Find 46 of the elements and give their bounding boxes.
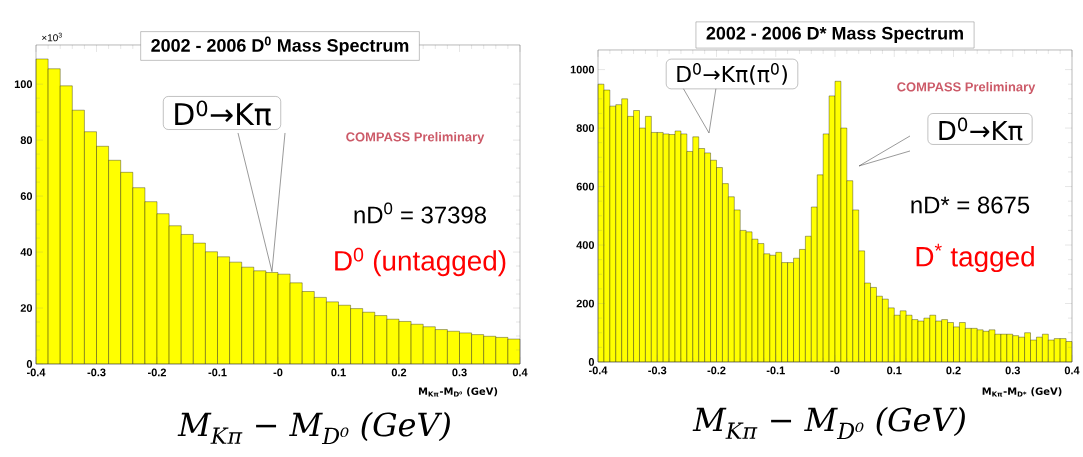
x-tick-label: 0.1 <box>331 368 346 377</box>
y-tick-label: 20 <box>20 304 33 312</box>
x-tick-label: 0.3 <box>1005 366 1020 375</box>
y-tick-label: 600 <box>576 182 595 191</box>
y-tick-label: 1000 <box>570 65 595 74</box>
y-tick-label: 60 <box>20 192 33 200</box>
chart-title: 2002 - 2006 D$^{0}$ Mass Spectrum <box>151 36 409 56</box>
annotation: D$^{*}$ tagged <box>916 243 1034 273</box>
x-tick-label: -0.3 <box>648 366 667 375</box>
x-tick-label: 0.3 <box>452 368 467 377</box>
text: M$_{Kπ}$ − M$_{D⁰}$ (GeV) <box>177 411 450 445</box>
annotation: nD$^{0}$ = 37398 <box>354 202 486 224</box>
x-tick-label: -0.4 <box>588 366 608 375</box>
annotation: D$^{0}$ (untagged) <box>335 247 506 277</box>
annotation: nD* = 8675 <box>911 196 1030 214</box>
x-tick-label: -0.3 <box>87 368 106 377</box>
y-tick-label: 0 <box>26 360 33 368</box>
y-tick-label: 200 <box>576 299 595 308</box>
y-tick-label: 0 <box>588 358 595 366</box>
y-tick-label: 400 <box>576 241 595 249</box>
x-tick-label: -0 <box>273 368 283 377</box>
x-tick-label: 0.4 <box>512 368 528 377</box>
y-tick-label: 800 <box>576 124 595 132</box>
y-tick-label: 40 <box>20 248 33 256</box>
chart-title: 2002 - 2006 D* Mass Spectrum <box>706 26 963 44</box>
x-tick-label: 0.2 <box>946 366 961 375</box>
text: ×10$^{3}$ <box>42 32 62 42</box>
x-tick-label: 0.1 <box>887 366 902 375</box>
annotation: COMPASS Preliminary <box>346 131 485 145</box>
x-tick-label: -0.1 <box>766 366 785 375</box>
annotation: D$^{0}$→Kπ <box>939 117 1023 141</box>
annotation: D$^{0}$→Kπ(π$^{0}$) <box>677 63 787 85</box>
x-tick-label: -0.2 <box>147 368 167 377</box>
y-tick-label: 100 <box>14 80 33 89</box>
text: M$_{Kπ}$ − M$_{D⁰}$ (GeV) <box>692 406 965 440</box>
annotation: D$^{0}$→Kπ <box>175 100 271 126</box>
x-tick-label: -0.2 <box>707 366 726 375</box>
x-tick-label: 0.4 <box>1064 366 1080 375</box>
x-axis-title: M$_{Kπ}$-M$_{D⁰}$ (GeV) <box>418 387 498 397</box>
x-axis-title: M$_{Kπ}$-M$_{D*}$ (GeV) <box>982 387 1062 397</box>
x-tick-label: 0.2 <box>391 368 407 377</box>
annotation: COMPASS Preliminary <box>897 81 1036 95</box>
x-tick-label: -0 <box>830 366 840 375</box>
y-tick-label: 80 <box>20 136 33 144</box>
x-tick-label: -0.4 <box>26 368 46 377</box>
x-tick-label: -0.1 <box>208 368 227 377</box>
